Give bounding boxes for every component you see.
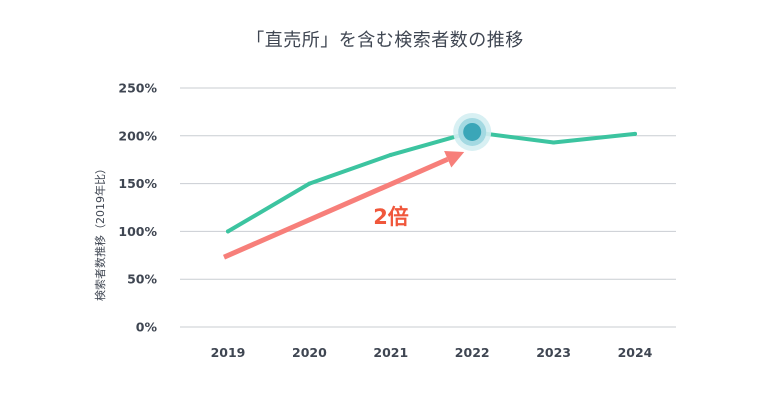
x-tick-labels: 2019 2020 2021 2022 2023 2024: [211, 345, 653, 360]
highlight-marker: [463, 122, 482, 141]
annotation-arrow-shaft: [222, 156, 449, 260]
y-tick-label: 100%: [118, 224, 157, 239]
data-point: [633, 131, 637, 136]
x-tick-label: 2021: [373, 345, 408, 360]
annotation-arrow-group: [222, 151, 465, 260]
highlight-group: [453, 112, 492, 151]
annotation-arrow-head: [444, 151, 465, 168]
data-point: [226, 229, 230, 234]
x-tick-label: 2023: [536, 345, 571, 360]
y-tick-label: 50%: [127, 272, 157, 287]
data-point: [551, 140, 556, 145]
y-tick-label: 200%: [118, 128, 157, 143]
y-tick-labels: 0% 50% 100% 150% 200% 250%: [118, 81, 157, 335]
y-tick-label: 250%: [118, 81, 157, 96]
data-point: [388, 152, 393, 157]
annotation-label: 2倍: [373, 205, 409, 229]
y-tick-label: 0%: [136, 320, 158, 335]
y-axis-label: 検索者数推移（2019年比）: [93, 163, 107, 301]
series-group: [226, 129, 637, 234]
x-tick-label: 2022: [455, 345, 490, 360]
chart-title: 「直売所」を含む検索者数の推移: [246, 30, 524, 51]
series-line: [226, 129, 637, 234]
x-tick-label: 2020: [292, 345, 327, 360]
x-tick-label: 2024: [618, 345, 653, 360]
x-tick-label: 2019: [211, 345, 246, 360]
data-point: [307, 181, 312, 186]
grid-lines: [180, 87, 676, 328]
y-tick-label: 150%: [118, 176, 157, 191]
